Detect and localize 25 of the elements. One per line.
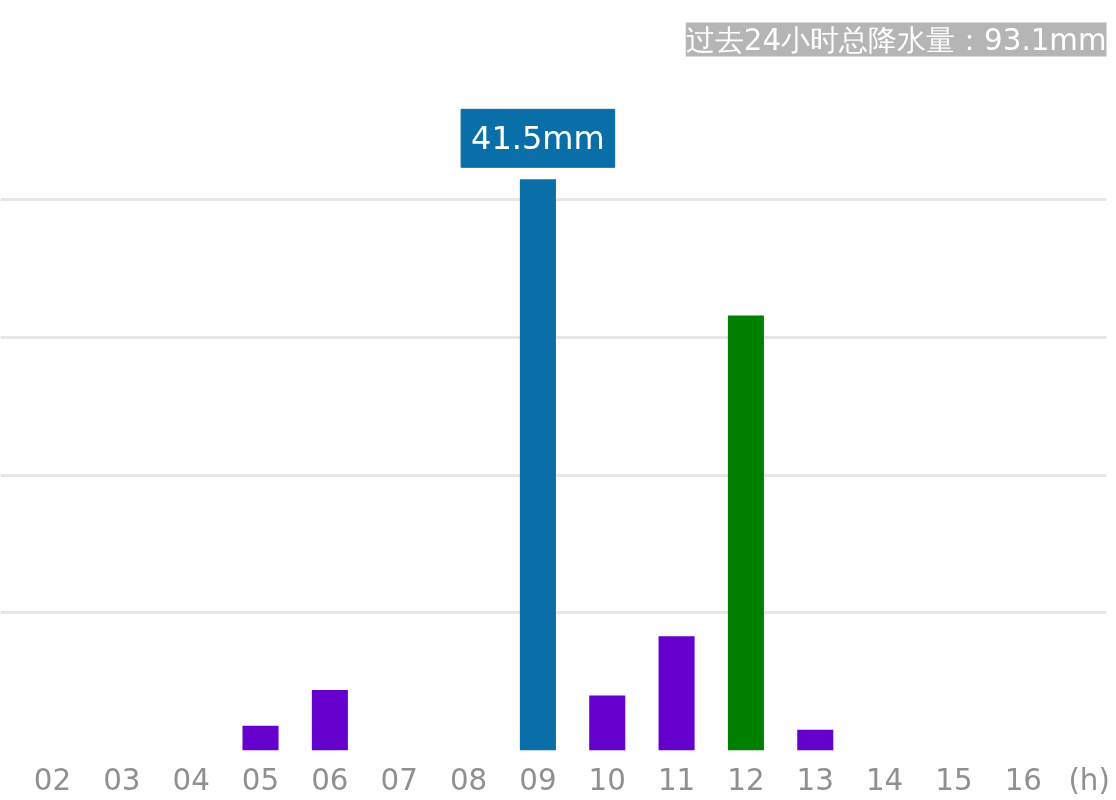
bar — [797, 729, 834, 751]
x-tick-label: 02 — [33, 762, 72, 797]
x-tick-label: 04 — [172, 762, 210, 797]
bar — [727, 315, 764, 751]
bar — [242, 725, 279, 751]
bar — [589, 695, 626, 751]
x-tick-label: 10 — [588, 762, 626, 797]
x-tick-label: 09 — [519, 762, 557, 797]
x-tick-label: 13 — [796, 762, 834, 797]
data-label: 41.5mm — [471, 119, 605, 158]
x-tick-label: 08 — [449, 762, 488, 797]
x-tick-label: 16 — [1004, 762, 1042, 797]
x-tick-label: 05 — [241, 762, 280, 797]
x-tick-label: 14 — [865, 762, 904, 797]
x-tick-label: 11 — [657, 762, 696, 797]
bar — [519, 179, 556, 751]
x-tick-label: 15 — [935, 762, 973, 797]
x-tick-label: 12 — [727, 762, 765, 797]
x-tick-label: 03 — [103, 762, 141, 797]
bar — [658, 636, 695, 751]
chart-title: 过去24小时总降水量：93.1mm — [685, 22, 1107, 57]
x-tick-label: 06 — [311, 762, 349, 797]
bar — [311, 689, 348, 751]
x-tick-label: 07 — [380, 762, 418, 797]
x-axis-title: (h) — [1068, 762, 1110, 797]
